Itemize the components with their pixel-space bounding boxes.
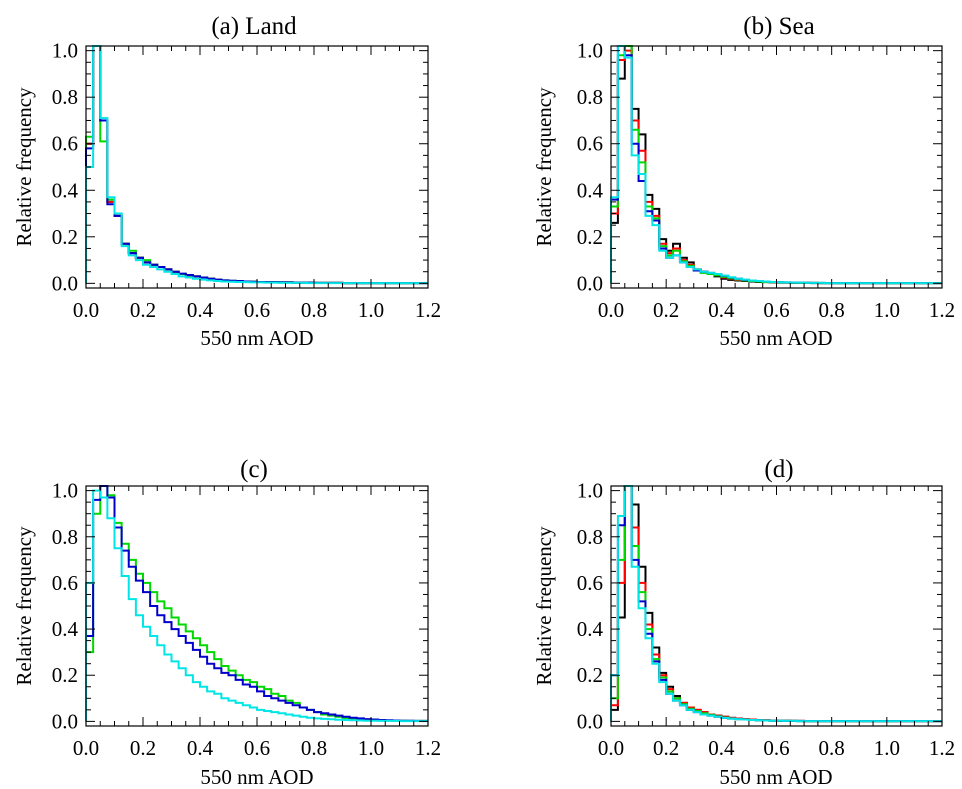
panel-b: (b) Sea 0.0 0.2 0.4 0.6 0.8 1.0 1.2 0.0 0.2 0.4 0.… (532, 13, 955, 350)
panel-a-x-tick-label: 0.8 (301, 298, 327, 322)
panel-b-y-tick-label: 1.0 (577, 39, 603, 63)
panel-a-y-tick-label: 0.0 (52, 271, 78, 295)
panel-d-x-axis-label: 550 nm AOD (719, 765, 832, 789)
panel-b-cyan-series (610, 45, 942, 285)
panel-d-red-series (610, 485, 942, 723)
panel-c-x-tick-label: 0.2 (130, 736, 156, 760)
panel-a-y-tick-label: 0.2 (52, 225, 78, 249)
panel-d-cyan-series (610, 485, 942, 723)
panel-b-y-tick-label: 0.4 (577, 178, 604, 202)
panel-a-y-tick-label: 0.6 (52, 132, 78, 156)
panel-a-x-tick-label: 0.4 (187, 298, 214, 322)
panel-a-cyan-series (85, 45, 428, 285)
panel-b-x-tick-label: 0.8 (819, 298, 845, 322)
panel-b-y-tick-label: 0.8 (577, 85, 603, 109)
panel-b-x-tick-label: 1.0 (874, 298, 900, 322)
panel-a: (a) Land 0.0 0.2 0.4 0.6 0.8 1.0 1.2 0.0 0.2 0.4 0… (12, 13, 441, 350)
panel-b-blue-series (610, 45, 942, 285)
panel-d-y-tick-label: 0.0 (577, 709, 603, 733)
panel-a-x-tick-label: 1.2 (415, 298, 441, 322)
panel-b-y-tick-label: 0.2 (577, 225, 603, 249)
panel-d-y-axis-label: Relative frequency (532, 526, 556, 686)
panel-c-y-tick-label: 0.2 (52, 663, 78, 687)
panel-c: (c) 0.0 0.2 0.4 0.6 0.8 1.0 1.2 0.0 0.2 0.4 0.6 0.8… (12, 456, 441, 789)
panel-b-title: (b) Sea (743, 13, 815, 40)
panel-d-y-tick-label: 0.8 (577, 525, 603, 549)
panel-b-y-tick-label: 0.6 (577, 132, 603, 156)
panel-b-frame (610, 45, 943, 289)
panel-d-green-series (610, 485, 942, 723)
panel-a-y-tick-label: 0.4 (52, 178, 79, 202)
panel-c-y-tick-label: 0.6 (52, 571, 78, 595)
panel-b-x-tick-label: 0.2 (653, 298, 679, 322)
panel-a-frame (85, 45, 429, 289)
panel-c-x-tick-label: 1.0 (358, 736, 384, 760)
panel-a-x-axis-label: 550 nm AOD (200, 326, 313, 350)
panel-a-x-tick-label: 0.0 (73, 298, 99, 322)
panel-d-y-tick-label: 0.4 (577, 617, 604, 641)
panel-d-x-tick-label: 1.0 (874, 736, 900, 760)
panel-d-x-tick-label: 0.0 (598, 736, 624, 760)
panel-c-blue-series (85, 485, 428, 722)
panel-b-y-tick-label: 0.0 (577, 271, 603, 295)
panel-b-y-axis-label: Relative frequency (532, 87, 556, 247)
panel-c-y-tick-label: 0.8 (52, 525, 78, 549)
panel-c-frame (85, 485, 429, 727)
panel-d-x-tick-label: 1.2 (929, 736, 955, 760)
panel-a-green-series (85, 45, 428, 285)
panel-d: (d) 0.0 0.2 0.4 0.6 0.8 1.0 1.2 0.0 0.2 0.4 0.6 0.8… (532, 456, 955, 789)
panel-a-y-tick-label: 0.8 (52, 85, 78, 109)
panel-d-y-tick-label: 0.6 (577, 571, 603, 595)
panel-c-x-tick-label: 0.8 (301, 736, 327, 760)
panel-a-black-series (85, 45, 428, 285)
panel-b-x-tick-label: 0.6 (763, 298, 789, 322)
panel-a-red-series (85, 45, 428, 285)
panel-b-x-tick-label: 0.4 (708, 298, 735, 322)
panel-c-x-tick-label: 0.0 (73, 736, 99, 760)
panel-b-x-tick-label: 1.2 (929, 298, 955, 322)
panel-c-x-tick-label: 0.6 (244, 736, 270, 760)
panel-c-x-axis-label: 550 nm AOD (200, 765, 313, 789)
panel-a-x-tick-label: 1.0 (358, 298, 384, 322)
panel-a-title: (a) Land (211, 13, 297, 40)
panel-d-y-tick-label: 1.0 (577, 479, 603, 503)
panel-d-blue-series (610, 485, 942, 723)
panel-d-x-tick-label: 0.8 (819, 736, 845, 760)
panel-c-y-tick-label: 1.0 (52, 479, 78, 503)
panel-c-x-tick-label: 1.2 (415, 736, 441, 760)
panel-c-title: (c) (240, 456, 268, 483)
panel-b-x-tick-label: 0.0 (598, 298, 624, 322)
panel-a-x-tick-label: 0.6 (244, 298, 270, 322)
panel-c-y-tick-label: 0.0 (52, 709, 78, 733)
panel-b-x-axis-label: 550 nm AOD (719, 326, 832, 350)
panel-d-frame (610, 485, 943, 727)
panel-d-black-series (610, 485, 942, 723)
panel-d-x-tick-label: 0.2 (653, 736, 679, 760)
panel-c-x-tick-label: 0.4 (187, 736, 214, 760)
panel-d-title: (d) (764, 456, 793, 483)
panel-a-y-axis-label: Relative frequency (12, 87, 36, 247)
panel-d-y-tick-label: 0.2 (577, 663, 603, 687)
panel-d-x-tick-label: 0.4 (708, 736, 735, 760)
panel-c-y-axis-label: Relative frequency (12, 526, 36, 686)
panel-d-x-tick-label: 0.6 (763, 736, 789, 760)
panel-a-x-tick-label: 0.2 (130, 298, 156, 322)
panel-c-cyan-series (85, 489, 428, 723)
panel-a-y-tick-label: 1.0 (52, 39, 78, 63)
panel-a-blue-series (85, 45, 428, 285)
panel-c-y-tick-label: 0.4 (52, 617, 79, 641)
